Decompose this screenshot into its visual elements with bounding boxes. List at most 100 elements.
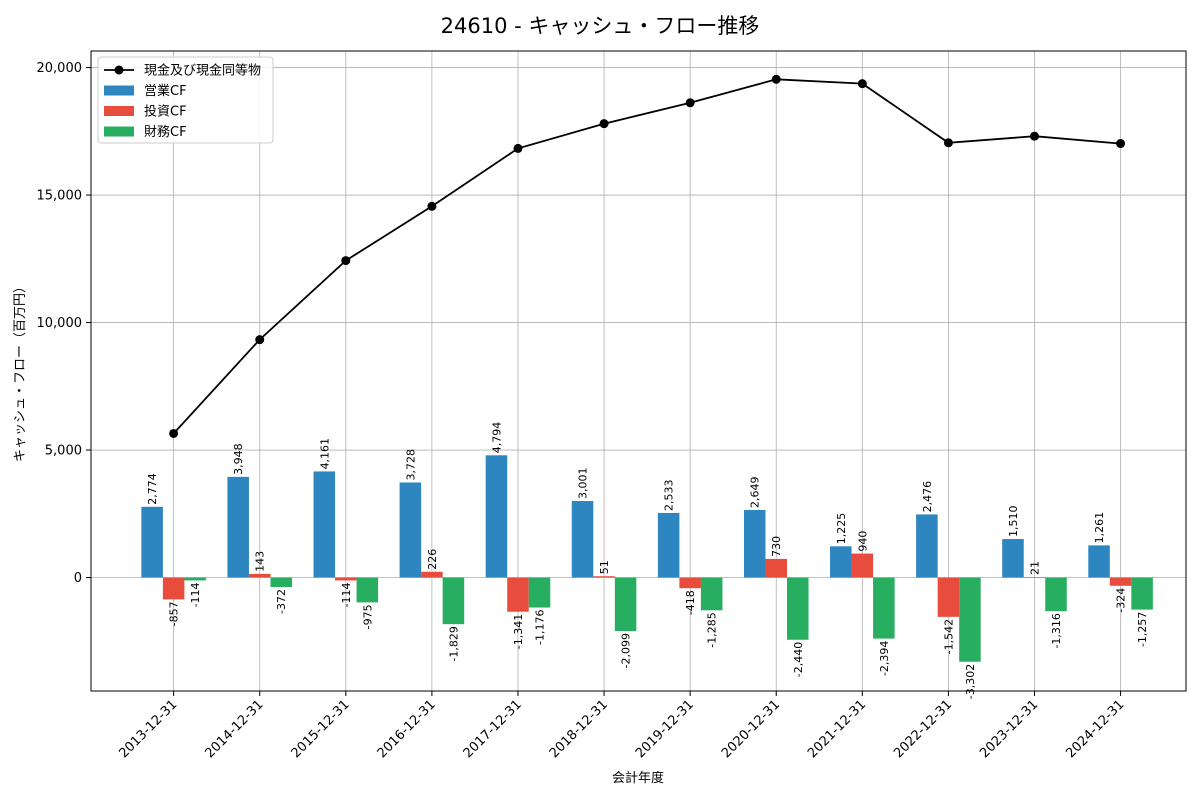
bar xyxy=(421,571,443,578)
x-tick-label: 2023-12-31 xyxy=(977,697,1041,761)
x-tick-label: 2021-12-31 xyxy=(805,697,869,761)
legend-label: 現金及び現金同等物 xyxy=(144,63,261,79)
data-label: -1,341 xyxy=(512,614,525,649)
data-label: 21 xyxy=(1028,561,1041,575)
bar xyxy=(571,501,594,578)
line-point xyxy=(943,138,953,148)
data-label: 2,774 xyxy=(146,473,159,505)
data-label: -975 xyxy=(361,604,374,629)
legend-label: 営業CF xyxy=(144,83,187,99)
data-label: -114 xyxy=(340,582,353,607)
data-label: -3,302 xyxy=(964,664,977,699)
bar xyxy=(614,577,637,632)
x-axis-label: 会計年度 xyxy=(612,770,664,786)
bar xyxy=(959,577,981,662)
legend-box xyxy=(97,56,274,144)
legend-swatch xyxy=(104,85,134,96)
data-label: -1,829 xyxy=(447,626,460,661)
bar xyxy=(1002,539,1024,578)
x-tick-label: 2015-12-31 xyxy=(289,697,353,761)
y-axis: 0 5,000 10,000 15,000 20,000 xyxy=(37,61,91,586)
bar xyxy=(313,471,336,578)
x-tick-label: 2016-12-31 xyxy=(375,697,439,761)
y-axis-label: キャッシュ・フロー（百万円） xyxy=(13,280,28,462)
data-label: 1,261 xyxy=(1093,512,1106,544)
data-label: -418 xyxy=(684,590,697,615)
data-label: 940 xyxy=(856,531,869,552)
line-point xyxy=(599,119,609,129)
bar xyxy=(162,577,185,600)
bar xyxy=(786,577,809,640)
bar xyxy=(830,546,852,578)
cash-line xyxy=(169,74,1126,438)
cash-line-path xyxy=(172,78,1121,435)
line-point xyxy=(169,428,179,438)
bar xyxy=(507,577,529,612)
data-label: 51 xyxy=(598,560,611,574)
bars xyxy=(141,455,1153,662)
data-label: 226 xyxy=(426,549,439,570)
bar xyxy=(1023,576,1046,578)
data-label: 730 xyxy=(770,536,783,557)
x-tick-label: 2019-12-31 xyxy=(633,697,697,761)
data-label: 4,794 xyxy=(490,422,503,454)
data-label: -1,542 xyxy=(942,619,955,654)
y-tick-label: 20,000 xyxy=(37,61,83,76)
bar xyxy=(356,577,379,603)
legend-label: 投資CF xyxy=(144,104,187,120)
bar xyxy=(184,577,206,581)
line-point xyxy=(513,143,523,153)
data-label: 2,476 xyxy=(921,481,934,513)
line-point xyxy=(255,335,265,345)
x-tick-label: 2013-12-31 xyxy=(116,697,180,761)
bar xyxy=(1088,545,1110,578)
data-label: -2,099 xyxy=(620,633,633,668)
bar xyxy=(248,573,271,578)
data-label: -1,316 xyxy=(1050,613,1063,648)
plot-frame xyxy=(90,50,1187,692)
bar xyxy=(1109,577,1132,586)
line-point xyxy=(771,74,781,84)
data-label: -2,394 xyxy=(878,641,891,676)
legend-marker xyxy=(114,65,124,75)
y-tick-label: 5,000 xyxy=(45,444,82,459)
y-tick-label: 10,000 xyxy=(37,316,83,331)
bar xyxy=(851,553,874,578)
data-label: 3,948 xyxy=(232,443,245,475)
chart-title: 24610 - キャッシュ・フロー推移 xyxy=(441,14,760,38)
bar xyxy=(679,577,701,589)
legend-label: 財務CF xyxy=(144,125,187,140)
x-tick-label: 2022-12-31 xyxy=(891,697,955,761)
bar xyxy=(270,577,293,588)
bar xyxy=(227,476,249,578)
data-label: 3,728 xyxy=(404,449,417,481)
bar xyxy=(399,482,422,578)
bar xyxy=(916,514,938,578)
data-labels: 2,774 3,948 4,161 3,728 4,794 3,001 2,533 2,649… xyxy=(146,422,1149,699)
bar xyxy=(657,512,680,578)
line-point xyxy=(1116,139,1126,149)
data-label: -2,440 xyxy=(792,642,805,677)
data-label: 2,533 xyxy=(663,479,676,511)
bar xyxy=(765,558,787,578)
y-tick-label: 15,000 xyxy=(37,189,83,204)
data-label: -1,257 xyxy=(1136,612,1149,647)
line-point xyxy=(427,201,437,211)
x-tick-label: 2024-12-31 xyxy=(1063,697,1127,761)
data-label: -857 xyxy=(168,601,181,626)
x-axis: 2013-12-31 2014-12-31 2015-12-31 2016-12-31… xyxy=(116,691,1127,761)
data-label: 3,001 xyxy=(577,468,590,500)
data-label: -372 xyxy=(275,589,288,614)
data-label: 1,225 xyxy=(835,513,848,545)
legend-swatch xyxy=(104,106,134,116)
line-point xyxy=(685,98,695,108)
legend-swatch xyxy=(104,126,134,137)
bar xyxy=(1131,577,1153,610)
x-tick-label: 2020-12-31 xyxy=(719,697,783,761)
grid xyxy=(91,51,1186,691)
x-tick-label: 2017-12-31 xyxy=(461,697,525,761)
line-point xyxy=(1029,131,1039,141)
data-label: -1,285 xyxy=(706,612,719,647)
